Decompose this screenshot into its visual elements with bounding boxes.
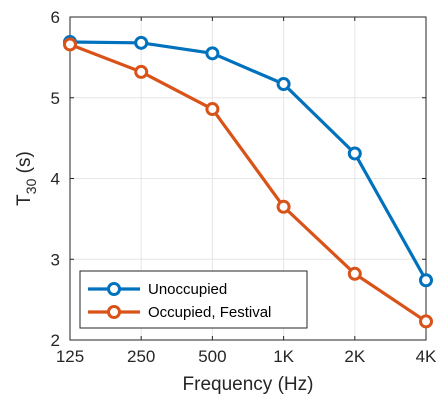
ticks: 125 250 500 1K 2K 4K 2 3 4 5 6 (51, 8, 438, 366)
y-tick-label: 5 (51, 89, 60, 108)
y-tick-label: 2 (51, 331, 60, 350)
legend-label: Unoccupied (148, 281, 227, 298)
y-tick-label: 6 (51, 8, 60, 27)
legend-swatch-marker (107, 305, 121, 319)
data-point (205, 46, 220, 61)
series-line (69, 40, 428, 282)
series-2 (63, 37, 433, 329)
legend-entry: Unoccupied (88, 281, 227, 298)
y-tick-label: 3 (51, 250, 60, 269)
series-line (69, 42, 427, 323)
data-point (134, 35, 149, 50)
data-point (276, 199, 291, 214)
x-tick-label: 4K (416, 347, 437, 366)
legend-label: Occupied, Festival (148, 304, 271, 321)
y-axis-label-main: T (14, 194, 35, 206)
x-tick-label: 250 (127, 347, 155, 366)
x-tick-label: 125 (56, 347, 84, 366)
legend: Unoccupied Occupied, Festival (79, 270, 308, 329)
data-point (63, 37, 77, 52)
x-tick-label: 500 (198, 347, 226, 366)
legend-swatch-marker (107, 282, 121, 296)
data-point (205, 102, 220, 117)
y-axis-label-unit: (s) (14, 151, 35, 178)
series-layer (63, 35, 433, 329)
data-point (419, 273, 433, 288)
x-tick-label: 2K (344, 347, 365, 366)
grid (70, 17, 426, 340)
data-point (419, 314, 433, 329)
data-point (347, 146, 362, 161)
data-point (276, 77, 291, 92)
data-point (134, 64, 149, 79)
legend-entry: Occupied, Festival (88, 304, 271, 321)
legend-box (79, 270, 308, 329)
y-axis-label: T30 (s) (14, 151, 39, 206)
y-tick-label: 4 (51, 170, 60, 189)
x-axis-label: Frequency (Hz) (183, 374, 314, 395)
y-axis-label-subscript: 30 (23, 178, 39, 194)
data-point (347, 266, 362, 281)
x-tick-label: 1K (273, 347, 294, 366)
